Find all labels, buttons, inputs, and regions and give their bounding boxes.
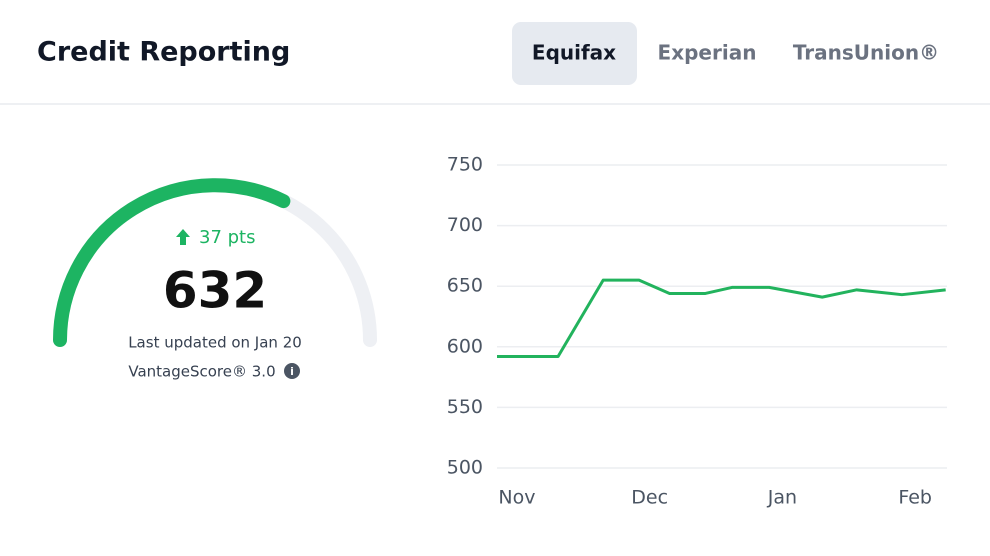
x-tick-label: Nov	[498, 487, 535, 509]
score-change: 37 pts	[199, 227, 256, 248]
y-tick-label: 550	[447, 396, 483, 418]
x-tick-label: Dec	[631, 487, 668, 509]
page-title: Credit Reporting	[37, 37, 290, 68]
tab[interactable]: Equifax	[532, 41, 616, 65]
y-tick-label: 500	[447, 457, 483, 479]
tab[interactable]: TransUnion®	[793, 41, 939, 65]
y-tick-label: 700	[447, 214, 483, 236]
info-icon-glyph: i	[290, 365, 294, 378]
tab[interactable]: Experian	[658, 41, 757, 65]
y-tick-label: 750	[447, 154, 483, 176]
up-arrow	[176, 229, 190, 245]
tab-selected-bg	[512, 22, 637, 85]
x-tick-label: Jan	[767, 487, 797, 509]
score-value: 632	[163, 262, 267, 320]
line	[497, 278, 946, 358]
y-tick-label: 650	[447, 275, 483, 297]
y-tick-label: 600	[447, 335, 483, 357]
info-icon[interactable]	[284, 363, 300, 379]
x-tick-label: Feb	[898, 487, 932, 509]
score-model: VantageScore® 3.0	[128, 363, 275, 381]
gauge-arc	[53, 178, 291, 347]
updated-text: Last updated on Jan 20	[128, 334, 302, 352]
